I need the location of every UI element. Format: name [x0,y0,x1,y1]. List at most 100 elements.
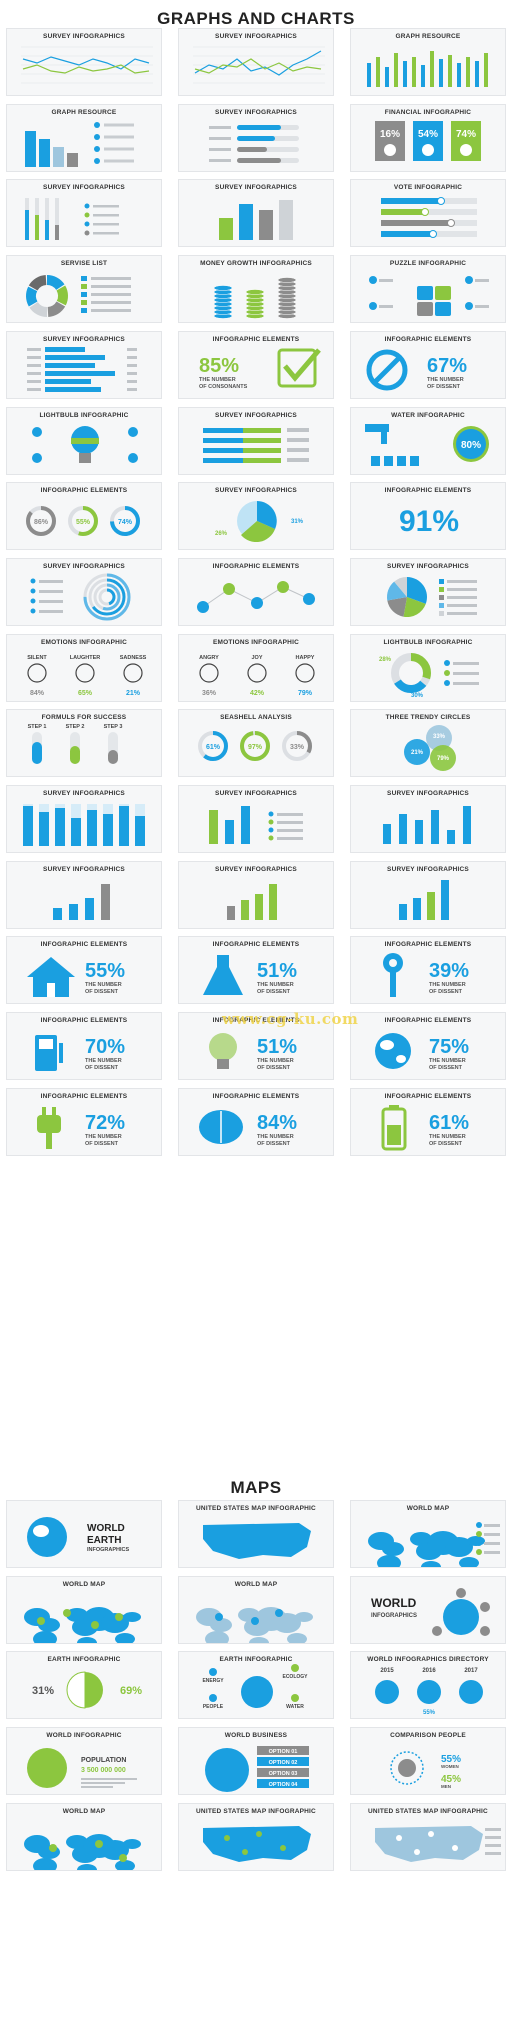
card-title: SURVEY INFOGRAPHICS [215,108,297,116]
plug-pin [42,1106,46,1115]
legend-dot [268,827,274,833]
card-title: LIGHTBULB INFOGRAPHIC [383,638,473,646]
legend-dot [84,230,90,236]
year-value: 55% [423,1710,436,1716]
option-label: OPTION 02 [269,1760,298,1766]
world-map-landmass [123,1611,141,1622]
graph-card: SURVEY INFOGRAPHICS [6,557,162,626]
progress-ring [198,731,228,762]
card-title: WATER INFOGRAPHIC [391,411,465,419]
map-pin [119,1853,127,1862]
world-map-landmass [421,1561,441,1567]
bar-value [127,379,137,383]
legend-dot [268,819,274,825]
stat-caption: OF CONSONANTS [199,384,248,390]
card-title: SURVEY INFOGRAPHICS [43,184,125,192]
emotion-value: 65% [78,690,93,697]
legend-dot [476,1531,482,1537]
card-title: VOTE INFOGRAPHIC [393,184,463,192]
bar [53,146,64,167]
card-title: INFOGRAPHIC ELEMENTS [212,1017,300,1025]
globe-icon [375,1680,399,1705]
stat-caption: OF DISSENT [257,1065,291,1071]
donut-segment [26,275,68,318]
world-map-landmass [33,1630,57,1643]
legend-swatch [439,610,444,616]
graph-card: SURVEY INFOGRAPHICS [6,785,162,853]
face-icon [123,662,143,683]
bar [219,218,233,241]
graph-card: INFOGRAPHIC ELEMENTS 86% 55% 74% [6,482,162,551]
us-map-shape [203,1825,311,1862]
map-pin [95,1839,103,1848]
stat-value: 70% [85,1036,125,1058]
bar [431,810,439,844]
legend-text [104,147,134,151]
arc [83,573,131,621]
pie-slice [257,501,277,530]
bar [381,198,441,205]
us-map-shape [375,1825,483,1862]
world-map-landmass [377,1555,401,1567]
legend-text [453,681,479,685]
bar [103,814,113,846]
card-graphic [25,121,134,167]
world-map-landmass [273,1612,301,1633]
card-title: UNITED STATES MAP INFOGRAPHIC [196,1505,316,1512]
globe-land [33,1525,49,1537]
legend-text [39,599,63,603]
map-card: UNITED STATES MAP INFOGRAPHIC [350,1802,506,1871]
graph-card: INFOGRAPHIC ELEMENTS 70% THE NUMBER OF DISS… [6,1012,162,1081]
graph-card: VOTE INFOGRAPHIC [350,179,506,248]
progress-ring [26,506,56,537]
legend-dot [476,1522,482,1528]
side-icon [32,452,42,463]
stat-value: 55% [85,960,125,982]
legend-text [484,1533,500,1536]
globe-land [396,1055,406,1064]
check-icon [283,348,321,382]
bar-segment [203,457,243,463]
stat-caption: THE NUMBER [427,377,464,383]
world-map-landmass [445,1537,473,1557]
emotion-value: 84% [30,690,45,697]
legend-text [277,837,303,840]
map-pin [242,1848,248,1855]
stat-caption: OF DISSENT [427,384,461,390]
globe-land [380,1040,394,1051]
card-graphic [32,425,138,463]
bar [71,818,81,846]
stat-caption: THE NUMBER [85,1058,122,1064]
legend-dot [268,835,274,841]
key-hole [389,959,397,968]
card-graphic [193,46,325,84]
card-graphic [369,276,489,317]
bar [385,67,389,87]
graph-card: SURVEY INFOGRAPHICS [350,785,506,853]
map-card: WORLD EARTH INFOGRAPHICS [6,1500,162,1568]
bar [69,903,78,920]
legend-swatch [439,578,444,584]
arc [98,588,116,606]
bar-label [287,427,309,432]
lightbulb-icon [209,1033,237,1062]
card-title: SURVEY INFOGRAPHICS [215,790,297,797]
bar [209,810,218,844]
bar [421,65,425,87]
card-graphic: WORLD INFOGRAPHICS [371,1587,490,1636]
legend-dot [84,203,90,209]
compare-ring [390,1751,424,1785]
world-map-landmass [249,1636,269,1643]
map-pin [224,1834,230,1841]
card-graphic [203,1825,311,1862]
card-graphic: 33% 21% 79% [404,725,456,772]
stat-value: 31% [32,1685,54,1697]
info-line [81,1782,125,1785]
card-graphic: 31% 26% [215,501,304,543]
progress-ring [282,731,312,762]
card-title: WORLD INFOGRAPHICS DIRECTORY [367,1656,489,1664]
map-card: WORLD MAP [6,1802,162,1871]
